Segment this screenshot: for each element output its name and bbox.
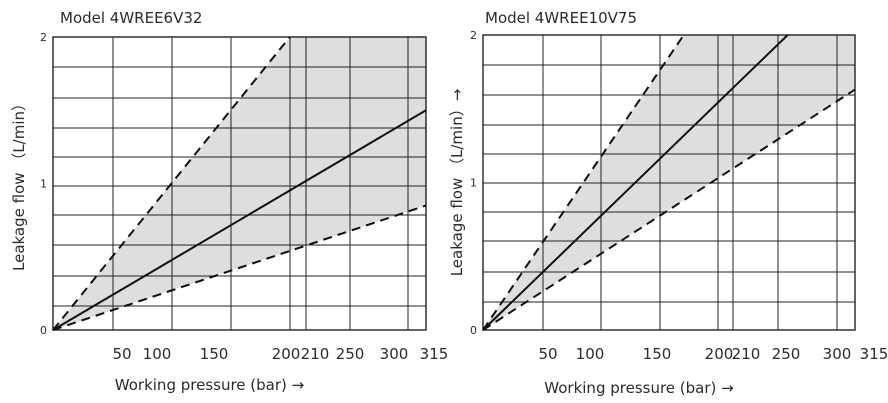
x-tick-label: 300	[380, 345, 409, 363]
plot-frame	[482, 34, 856, 331]
x-tick-label: 100	[143, 345, 172, 363]
y-tick-label: 2	[470, 29, 477, 42]
x-tick-label: 300	[823, 345, 852, 363]
x-tick-label: 200	[705, 345, 734, 363]
plot-frame	[52, 36, 427, 331]
x-tick-label: 50	[538, 345, 557, 363]
mean-solid-line	[52, 109, 427, 331]
y-axis-label: Leakage flow （L/min）	[10, 96, 28, 271]
x-tick-label: 210	[301, 345, 330, 363]
leakage-band	[53, 37, 426, 330]
y-tick-label: 1	[470, 177, 477, 190]
lower-dashed-line	[52, 204, 427, 331]
x-tick-label: 50	[112, 345, 131, 363]
x-tick-label: 200	[272, 345, 301, 363]
x-axis-label: Working pressure (bar) →	[544, 379, 733, 397]
y-tick-label: 0	[470, 324, 477, 337]
x-tick-label: 315	[860, 345, 888, 363]
x-tick-label: 210	[732, 345, 761, 363]
x-tick-label: 250	[772, 345, 801, 363]
chart-title: Model 4WREE10V75	[485, 9, 637, 27]
x-tick-label: 315	[420, 345, 449, 363]
x-tick-label: 250	[336, 345, 365, 363]
x-tick-label: 100	[576, 345, 605, 363]
chart-title: Model 4WREE6V32	[60, 9, 202, 27]
y-tick-label: 0	[40, 324, 47, 337]
x-tick-label: 150	[200, 345, 229, 363]
x-tick-label: 150	[643, 345, 672, 363]
y-tick-label: 2	[40, 31, 47, 44]
chart-panel-1: Model 4WREE6V32 50 100 150 200 210 250 300 315 0 1…	[10, 9, 448, 394]
upper-dashed-line	[52, 36, 291, 331]
y-axis-label: Leakage flow （L/min）→	[448, 89, 466, 277]
mean-solid-line	[482, 34, 789, 331]
x-axis-label: Working pressure (bar) →	[115, 376, 304, 394]
y-tick-label: 1	[40, 178, 47, 191]
